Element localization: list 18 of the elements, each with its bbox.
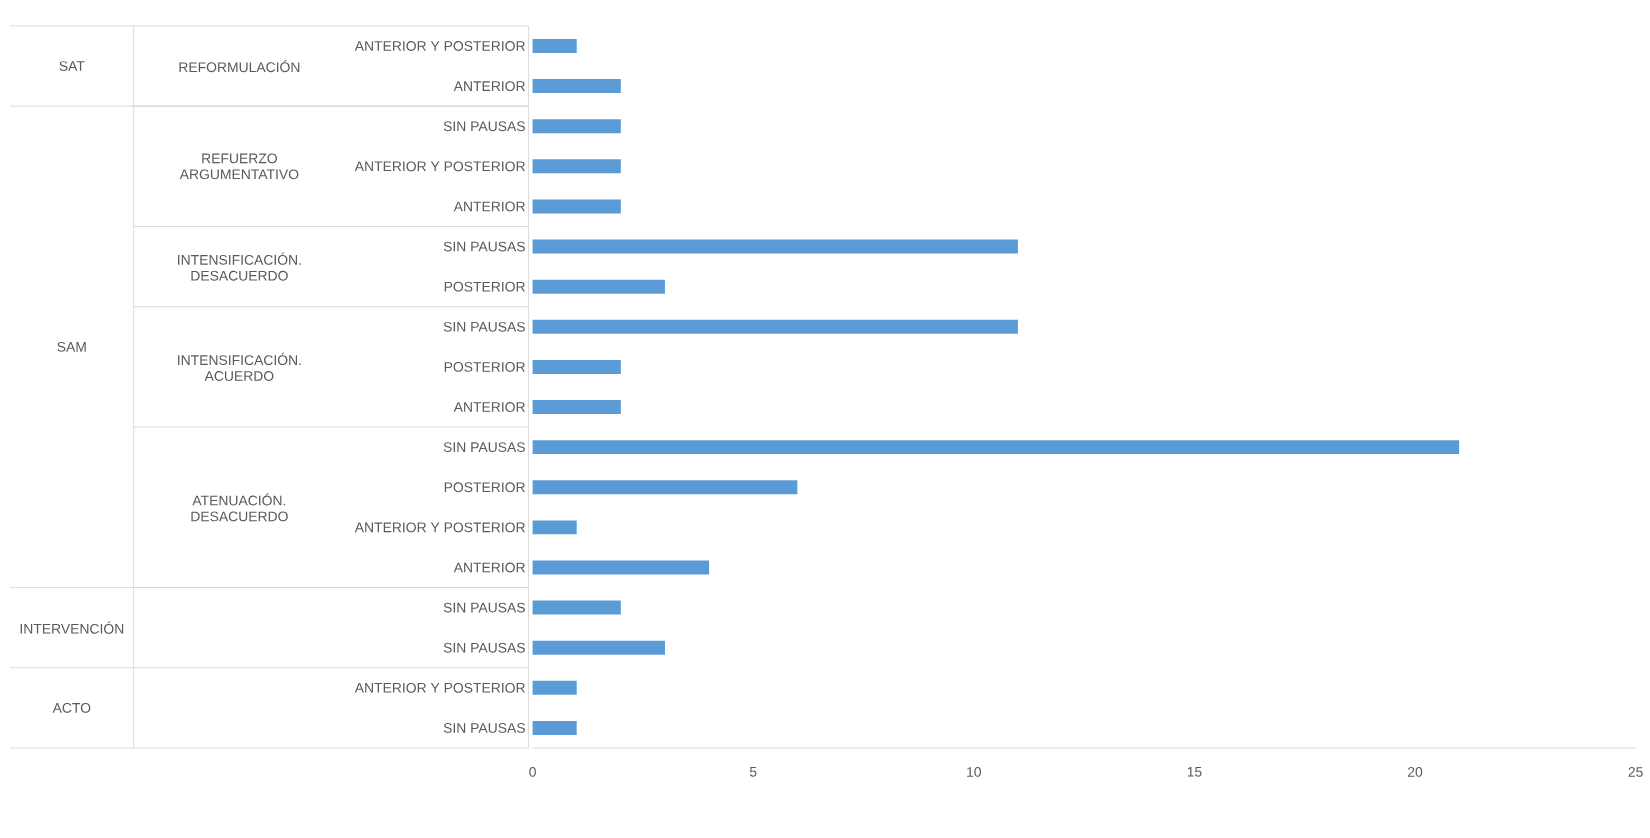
bar [532,400,621,415]
bar [532,680,577,695]
bar [532,520,577,535]
bar [532,39,577,54]
bar [532,440,1460,455]
bar [532,360,621,375]
bar [532,480,798,495]
bar [532,239,1018,254]
bar [532,600,621,615]
bar [532,199,621,214]
bar [532,640,665,655]
bar [532,319,1018,334]
bar [532,721,577,736]
bar [532,159,621,174]
bar [532,560,710,575]
bar [532,119,621,134]
bar [532,279,665,294]
bar [532,79,621,94]
